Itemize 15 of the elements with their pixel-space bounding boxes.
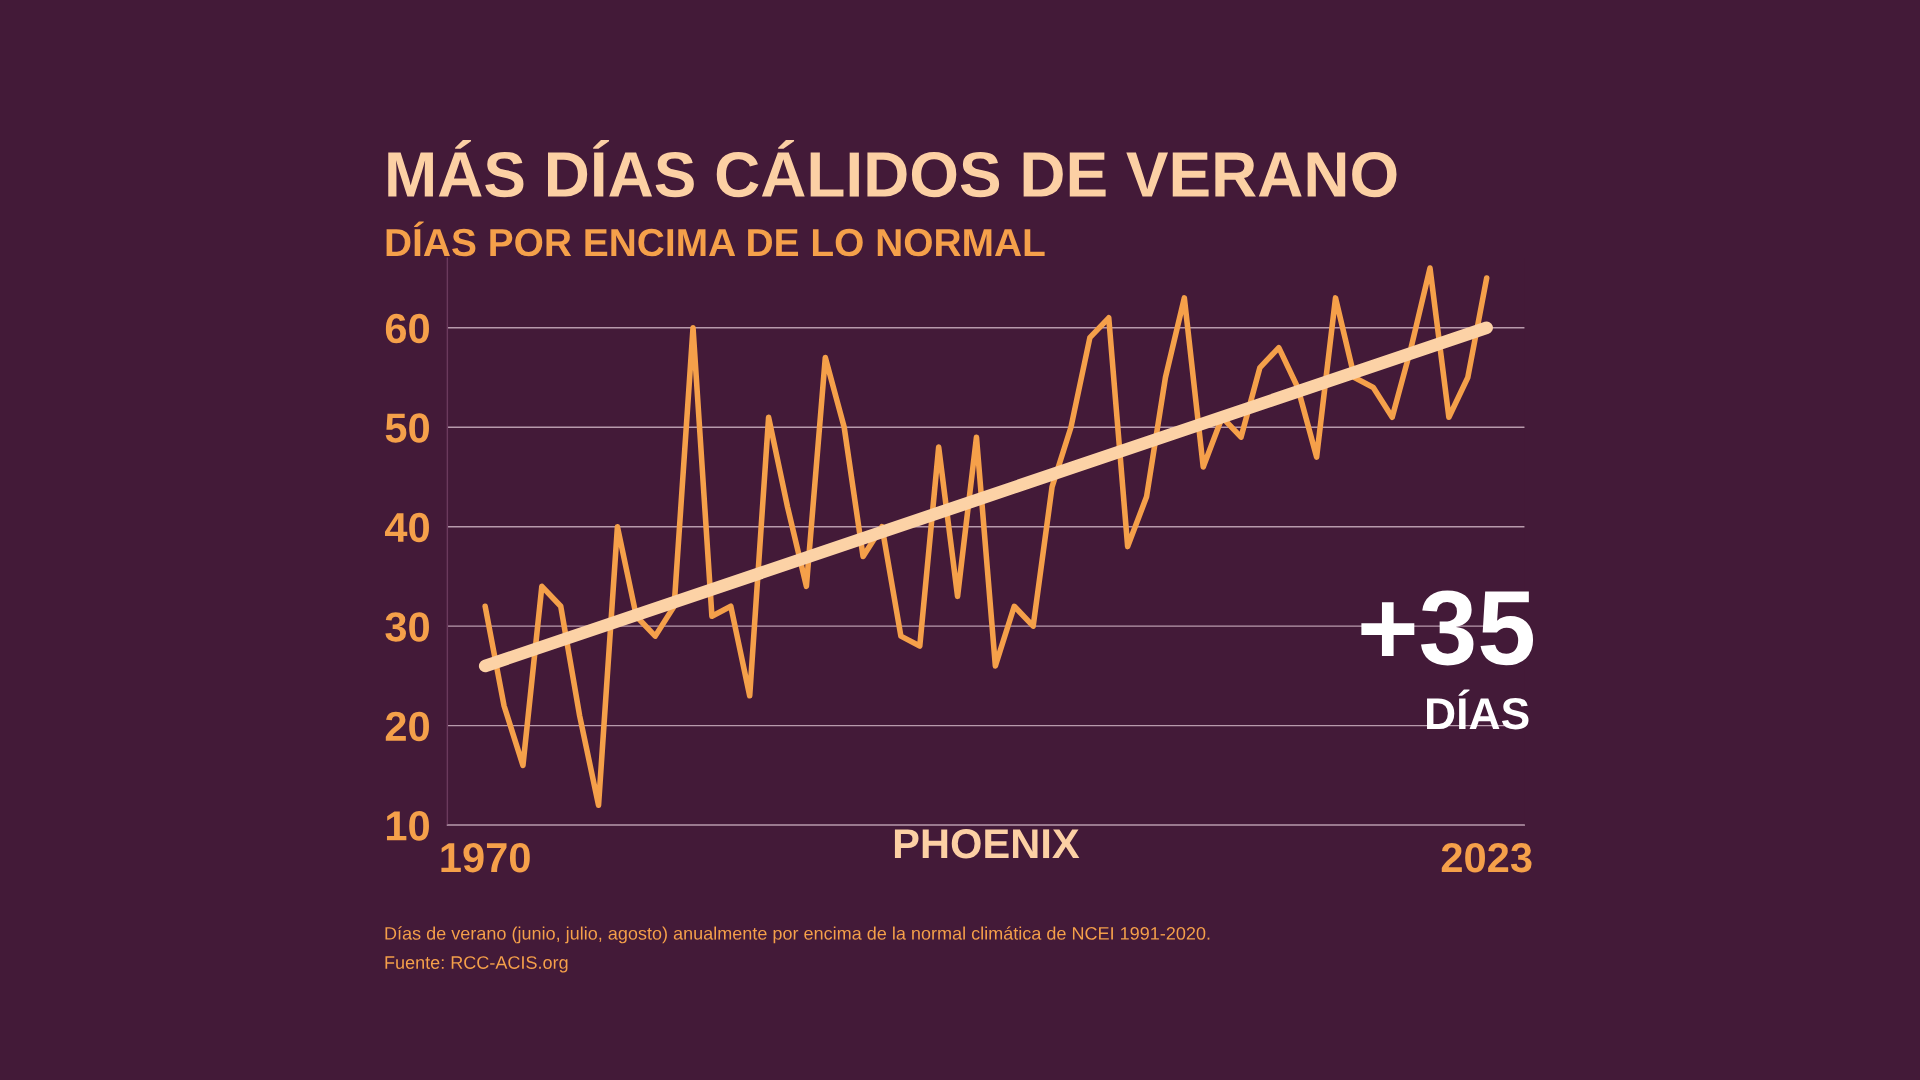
chart-title: MÁS DÍAS CÁLIDOS DE VERANO [388,139,1397,198]
y-tick-label: 20 [385,711,429,742]
annotation: DÍAS [1427,689,1529,730]
source-note: Fuente: RCC-ACIS.org [385,956,568,973]
x-tick-label: 2023 [1441,842,1532,873]
y-tick-label: 60 [385,313,429,344]
chart-subtitle: DÍAS POR ENCIMA DE LO NORMAL [386,221,1045,257]
annotation: +35 [1361,590,1534,666]
x-axis-title: PHOENIX [894,828,1080,859]
y-tick-label: 50 [385,413,429,443]
y-tick-label: 10 [386,811,429,841]
y-tick-label: 40 [384,512,429,543]
text: Días de verano (junio, julio, agosto) anualmente por encima de la normal climática de NCEI 1991-2020. [385,926,1210,944]
y-tick-label: 30 [385,612,429,642]
x-tick-label: 1970 [441,842,530,873]
